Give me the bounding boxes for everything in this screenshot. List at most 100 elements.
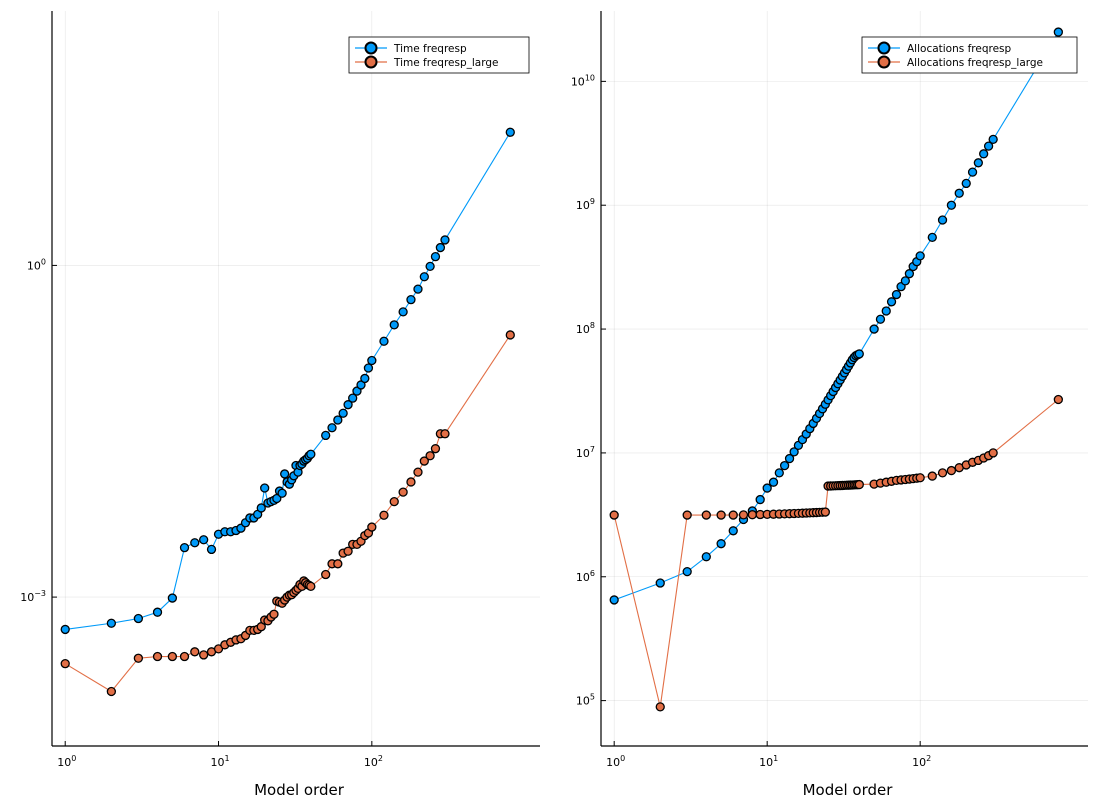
y-tick-label: 1010 bbox=[571, 73, 595, 88]
data-point bbox=[505, 127, 515, 137]
data-point bbox=[954, 188, 964, 198]
plot-panel-2: 100 101 102 105 106 107 108 109 1010 Model order A… bbox=[571, 11, 1088, 799]
data-point bbox=[701, 552, 711, 562]
legend-label: Allocations freqresp_large bbox=[907, 57, 1043, 69]
data-point bbox=[389, 320, 399, 330]
data-point bbox=[900, 276, 911, 286]
x-tick-label: 100 bbox=[606, 754, 625, 769]
series-2 bbox=[609, 394, 1063, 712]
data-point bbox=[321, 569, 331, 580]
x-axis-label: Model order bbox=[254, 781, 345, 799]
data-point bbox=[875, 314, 886, 324]
y-tick-label: 100 bbox=[27, 257, 46, 272]
data-point bbox=[983, 141, 994, 151]
data-point bbox=[927, 232, 937, 243]
legend-label: Time freqresp bbox=[393, 43, 467, 55]
series-2 bbox=[60, 330, 515, 697]
data-point bbox=[682, 510, 692, 520]
data-point bbox=[343, 400, 353, 410]
data-point bbox=[133, 653, 144, 663]
data-point bbox=[728, 510, 738, 520]
data-point bbox=[1053, 394, 1063, 405]
data-point bbox=[937, 468, 948, 478]
data-point bbox=[306, 581, 316, 592]
data-point bbox=[440, 429, 450, 439]
data-point bbox=[321, 430, 331, 441]
y-tick-label: 108 bbox=[576, 321, 595, 336]
data-point bbox=[747, 510, 758, 520]
data-point bbox=[655, 578, 665, 588]
data-point bbox=[891, 289, 902, 300]
data-point bbox=[277, 488, 287, 498]
data-point bbox=[389, 496, 399, 507]
data-point bbox=[886, 297, 897, 307]
series-line bbox=[65, 131, 511, 630]
plot-panel-1: 100 101 102 10−3 100 Model order Time freqresp… bbox=[20, 11, 540, 799]
series-1 bbox=[60, 127, 515, 635]
data-point bbox=[779, 460, 790, 471]
legend-marker bbox=[364, 41, 378, 55]
data-point bbox=[854, 349, 864, 359]
data-point bbox=[716, 510, 726, 520]
data-point bbox=[213, 644, 224, 654]
data-point bbox=[1053, 27, 1063, 37]
data-point bbox=[398, 487, 408, 497]
data-point bbox=[152, 607, 163, 617]
data-point bbox=[379, 510, 389, 520]
data-point bbox=[398, 307, 408, 317]
legend-marker bbox=[877, 41, 891, 55]
data-point bbox=[260, 483, 270, 493]
data-point bbox=[425, 261, 435, 272]
data-point bbox=[946, 200, 957, 210]
data-point bbox=[655, 702, 665, 712]
data-point bbox=[425, 451, 435, 461]
x-axis-label: Model order bbox=[803, 781, 894, 799]
data-point bbox=[367, 355, 377, 366]
data-point bbox=[60, 659, 70, 669]
x-tick-label: 100 bbox=[57, 754, 76, 769]
data-point bbox=[190, 538, 200, 548]
data-point bbox=[682, 566, 692, 577]
data-point bbox=[306, 449, 316, 459]
data-point bbox=[927, 471, 937, 481]
data-point bbox=[348, 393, 358, 403]
data-point bbox=[363, 363, 374, 373]
series-1 bbox=[609, 27, 1063, 605]
data-point bbox=[367, 522, 377, 532]
data-point bbox=[327, 423, 337, 433]
data-point bbox=[979, 149, 989, 159]
data-point bbox=[333, 559, 343, 569]
legend: Time freqresp Time freqresp_large bbox=[348, 36, 530, 74]
data-point bbox=[343, 546, 353, 556]
data-point bbox=[60, 624, 70, 635]
data-point bbox=[190, 647, 200, 657]
data-point bbox=[179, 651, 190, 662]
y-tick-label: 109 bbox=[576, 197, 595, 212]
data-point bbox=[973, 158, 983, 168]
data-point bbox=[167, 651, 178, 662]
legend-label: Time freqresp_large bbox=[393, 57, 498, 69]
legend-box bbox=[348, 36, 530, 74]
data-point bbox=[784, 453, 795, 464]
data-point bbox=[435, 242, 446, 253]
data-point bbox=[430, 444, 441, 454]
data-point bbox=[738, 510, 749, 520]
data-point bbox=[256, 503, 266, 513]
series-line bbox=[613, 31, 1059, 601]
x-tick-label: 101 bbox=[759, 754, 778, 769]
data-point bbox=[406, 295, 416, 305]
data-point bbox=[206, 544, 217, 555]
data-point bbox=[338, 408, 348, 418]
data-point bbox=[946, 465, 957, 476]
data-point bbox=[988, 134, 998, 145]
data-point bbox=[406, 477, 416, 487]
data-point bbox=[988, 448, 998, 458]
data-point bbox=[609, 510, 619, 520]
data-point bbox=[768, 477, 779, 487]
data-point bbox=[179, 543, 190, 553]
data-point bbox=[152, 651, 163, 662]
data-point bbox=[774, 468, 784, 478]
data-point bbox=[505, 330, 515, 340]
data-point bbox=[419, 456, 429, 466]
data-point bbox=[789, 447, 799, 457]
